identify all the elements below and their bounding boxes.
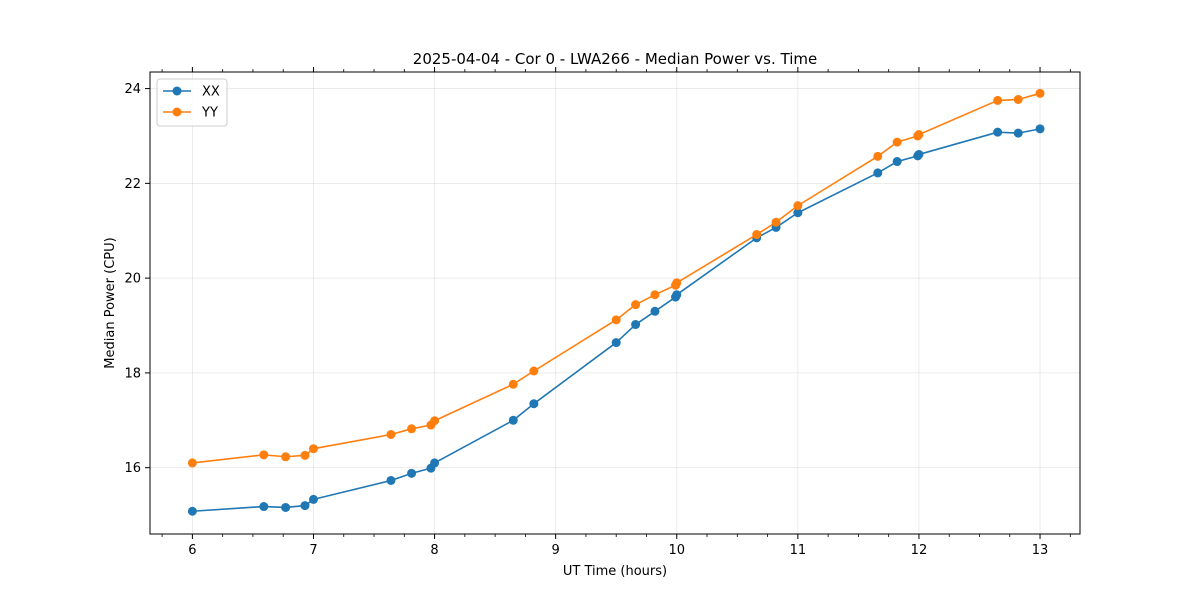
data-point-xx <box>407 468 417 478</box>
legend-items: XX YY <box>163 85 220 121</box>
y-tick-label: 20 <box>124 272 141 287</box>
data-point-xx <box>300 501 310 511</box>
tick-layer: 6 7 8 9 10 11 12 13 16 18 20 22 24 <box>124 67 1071 558</box>
x-tick-label: 7 <box>309 543 317 558</box>
data-point-yy <box>300 450 310 460</box>
data-point-xx <box>631 320 641 330</box>
data-point-xx <box>386 475 396 485</box>
x-axis-label: UT Time (hours) <box>563 564 667 579</box>
data-point-xx <box>281 502 291 512</box>
chart-title: 2025-04-04 - Cor 0 - LWA266 - Median Pow… <box>413 50 817 68</box>
data-point-yy <box>672 278 682 288</box>
legend-label-xx: XX <box>202 85 220 100</box>
y-axis-label: Median Power (CPU) <box>103 237 118 368</box>
data-point-xx <box>1035 124 1045 134</box>
data-point-xx <box>1013 128 1023 138</box>
data-point-xx <box>259 502 269 512</box>
data-point-yy <box>430 416 440 426</box>
data-point-yy <box>892 137 902 147</box>
series-layer <box>187 88 1045 516</box>
series-xx <box>187 124 1045 516</box>
x-tick-label: 12 <box>911 543 928 558</box>
data-point-yy <box>611 315 621 325</box>
data-point-yy <box>508 379 518 389</box>
data-point-yy <box>793 201 803 211</box>
data-point-yy <box>650 290 660 300</box>
data-point-yy <box>308 444 318 454</box>
data-point-yy <box>259 450 269 460</box>
y-tick-label: 16 <box>124 461 141 476</box>
data-point-yy <box>771 217 781 227</box>
data-point-xx <box>611 338 621 348</box>
data-point-xx <box>529 399 539 409</box>
data-point-xx <box>672 290 682 300</box>
data-point-xx <box>892 157 902 167</box>
legend-label-yy: YY <box>201 106 218 121</box>
x-tick-label: 8 <box>430 543 438 558</box>
data-point-xx <box>187 506 197 516</box>
data-point-xx <box>914 149 924 159</box>
data-point-yy <box>281 452 291 462</box>
legend-marker-xx <box>172 86 182 96</box>
data-point-yy <box>993 95 1003 105</box>
data-point-yy <box>187 458 197 468</box>
data-point-yy <box>631 300 641 310</box>
data-point-yy <box>1013 94 1023 104</box>
series-yy <box>187 88 1045 468</box>
data-point-xx <box>308 494 318 504</box>
y-tick-label: 18 <box>124 366 141 381</box>
data-point-yy <box>914 130 924 140</box>
data-point-xx <box>793 208 803 218</box>
data-point-yy <box>752 230 762 240</box>
plot-frame <box>149 71 1081 535</box>
legend: XX YY <box>156 78 228 127</box>
grid-layer <box>150 72 1080 534</box>
data-point-xx <box>430 458 440 468</box>
data-point-yy <box>873 151 883 161</box>
y-tick-label: 22 <box>124 177 141 192</box>
x-tick-label: 10 <box>668 543 685 558</box>
data-point-xx <box>873 168 883 178</box>
x-tick-label: 13 <box>1032 543 1049 558</box>
y-tick-label: 24 <box>124 82 141 97</box>
data-point-xx <box>650 306 660 316</box>
x-tick-label: 11 <box>790 543 807 558</box>
data-point-yy <box>407 424 417 434</box>
data-point-yy <box>386 429 396 439</box>
x-tick-label: 9 <box>552 543 560 558</box>
data-point-xx <box>993 127 1003 137</box>
data-point-xx <box>508 415 518 425</box>
legend-marker-yy <box>172 107 182 117</box>
data-point-yy <box>1035 88 1045 98</box>
data-point-yy <box>529 366 539 376</box>
x-tick-label: 6 <box>188 543 196 558</box>
